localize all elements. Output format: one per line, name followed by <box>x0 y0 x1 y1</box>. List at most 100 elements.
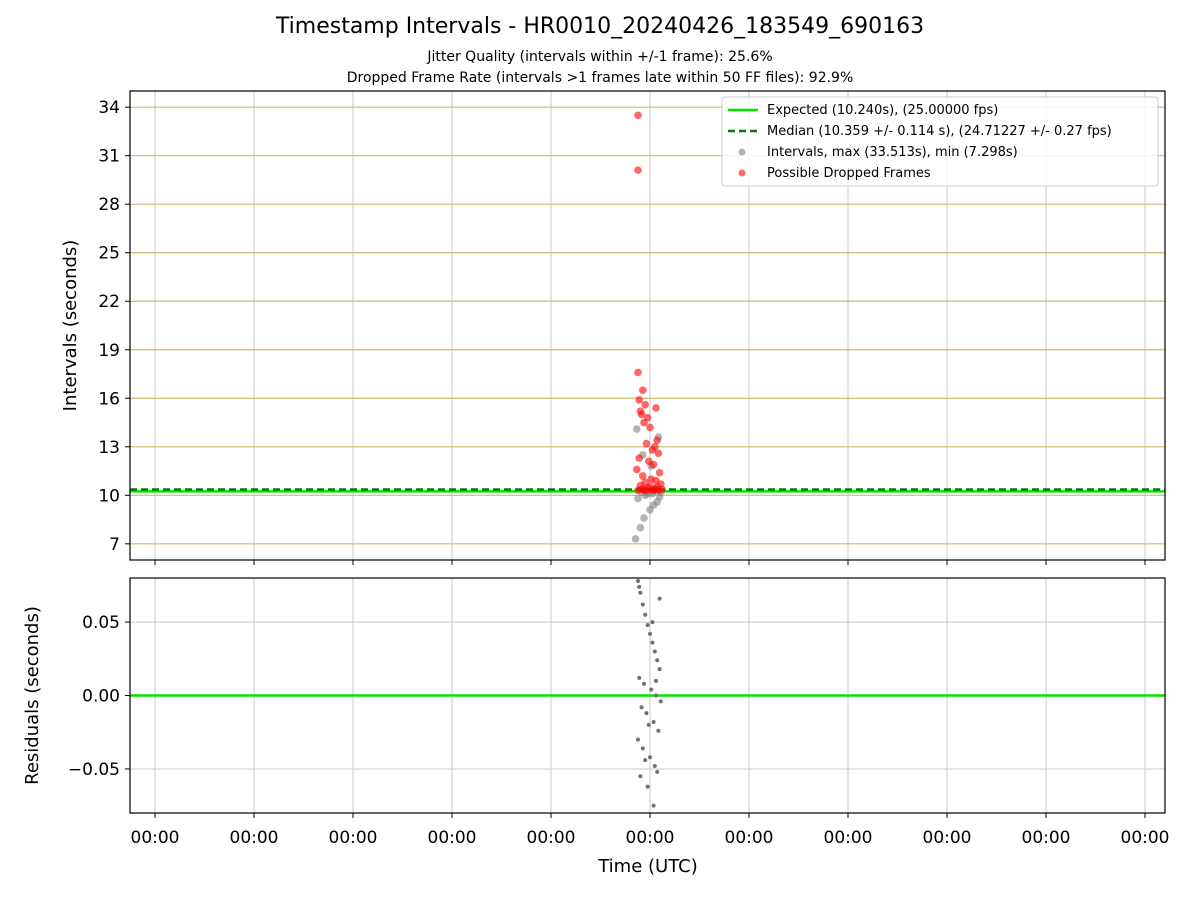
residual-point <box>657 667 662 672</box>
residual-point <box>643 758 648 763</box>
residual-point <box>638 590 643 595</box>
residual-point <box>650 620 655 625</box>
top-y-tick-label: 28 <box>98 195 120 215</box>
residual-point <box>638 774 643 779</box>
x-tick-label: 00:00 <box>428 828 477 848</box>
residual-point <box>648 631 652 636</box>
interval-point <box>640 514 648 522</box>
dropped-frame-point <box>635 454 643 462</box>
top-y-tick-label: 34 <box>98 98 120 118</box>
residual-point <box>646 722 651 727</box>
bottom-y-tick-label: 0.00 <box>82 687 120 707</box>
legend-intervals-label: Intervals, max (33.513s), min (7.298s) <box>767 145 1018 160</box>
interval-point <box>634 494 642 503</box>
top-y-tick-label: 19 <box>98 341 120 361</box>
top-y-tick-label: 16 <box>98 389 120 409</box>
residual-point <box>654 693 658 698</box>
dropped-frame-point <box>634 368 642 377</box>
dropped-frame-rate-subtitle: Dropped Frame Rate (intervals >1 frames … <box>346 70 854 86</box>
legend-expected-label: Expected (10.240s), (25.00000 fps) <box>767 103 998 118</box>
bottom-y-axis-label: Residuals (seconds) <box>22 606 43 785</box>
x-tick-label: 00:00 <box>1022 828 1071 848</box>
residual-point <box>645 623 650 627</box>
residual-point <box>650 640 655 645</box>
legend-median-label: Median (10.359 +/- 0.114 s), (24.71227 +… <box>767 124 1112 139</box>
residual-point <box>656 728 661 733</box>
interval-point <box>633 425 641 433</box>
x-tick-label: 00:00 <box>131 828 180 848</box>
dropped-frame-point <box>639 472 647 480</box>
top-y-tick-label: 31 <box>98 147 120 167</box>
residual-point <box>637 675 642 680</box>
residual-point <box>642 681 646 686</box>
top-plot-points <box>631 111 666 543</box>
residual-point <box>636 737 640 742</box>
residual-point <box>655 769 660 774</box>
x-tick-label: 00:00 <box>527 828 576 848</box>
residual-point <box>648 755 652 760</box>
residual-point <box>640 746 645 751</box>
dropped-frame-point <box>640 418 648 427</box>
bottom-plot-points <box>636 578 663 808</box>
x-tick-label: 00:00 <box>626 828 675 848</box>
top-y-tick-label: 13 <box>98 438 120 458</box>
interval-point <box>631 535 640 543</box>
residual-point <box>645 784 650 789</box>
x-tick-label: 00:00 <box>329 828 378 848</box>
residual-point <box>654 678 658 683</box>
x-tick-label: 00:00 <box>230 828 279 848</box>
chart-title: Timestamp Intervals - HR0010_20240426_18… <box>275 14 925 39</box>
legend-dropped-label: Possible Dropped Frames <box>767 166 931 181</box>
residual-point <box>651 719 656 724</box>
x-tick-label: 00:00 <box>725 828 774 848</box>
residual-point <box>636 578 640 583</box>
legend-intervals-swatch <box>738 148 746 156</box>
top-y-axis-label: Intervals (seconds) <box>60 240 81 412</box>
dropped-frame-point <box>648 446 657 454</box>
dropped-frame-point <box>642 486 651 495</box>
residual-point <box>643 612 648 617</box>
dropped-frame-point <box>635 396 643 404</box>
dropped-frame-point <box>649 486 658 495</box>
dropped-frame-point <box>653 436 661 445</box>
residual-point <box>651 803 656 808</box>
residual-point <box>655 658 660 663</box>
dropped-frame-point <box>633 465 641 474</box>
dropped-frame-point <box>652 404 660 412</box>
bottom-y-tick-label: 0.05 <box>82 613 120 633</box>
residual-point <box>652 764 657 768</box>
residual-point <box>644 711 649 716</box>
residual-point <box>640 602 645 607</box>
jitter-quality-subtitle: Jitter Quality (intervals within +/-1 fr… <box>427 49 773 65</box>
residual-point <box>637 584 642 589</box>
dropped-frame-point <box>641 400 649 409</box>
bottom-y-tick-label: −0.05 <box>68 760 120 780</box>
dropped-frame-point <box>649 460 658 469</box>
top-y-tick-label: 10 <box>98 486 120 506</box>
residual-point <box>649 687 654 692</box>
dropped-frame-point <box>654 449 663 458</box>
dropped-frame-point <box>639 386 647 394</box>
residual-point <box>652 649 657 654</box>
top-y-tick-label: 25 <box>98 244 120 264</box>
x-tick-label: 00:00 <box>824 828 873 848</box>
dropped-frame-point <box>642 439 651 448</box>
residual-point <box>639 705 644 710</box>
x-tick-label: 00:00 <box>1121 828 1170 848</box>
bottom-plot-ticks: −0.05 0.00 0.05 00:00 00:00 00:00 00:00 00:00 00… <box>68 613 1170 848</box>
x-axis-label: Time (UTC) <box>597 856 698 877</box>
legend: Expected (10.240s), (25.00000 fps) Media… <box>721 96 1159 187</box>
x-tick-label: 00:00 <box>923 828 972 848</box>
dropped-frame-point <box>637 410 646 419</box>
residual-point <box>658 699 663 704</box>
dropped-frame-point <box>634 486 642 495</box>
legend-dropped-swatch <box>738 169 746 177</box>
dropped-frame-point <box>655 468 664 477</box>
dropped-frame-point <box>634 166 642 175</box>
residual-point <box>657 596 662 601</box>
dropped-frame-point <box>646 423 654 432</box>
legend-box <box>721 96 1159 187</box>
interval-point <box>636 523 645 532</box>
top-y-tick-label: 22 <box>98 292 120 312</box>
